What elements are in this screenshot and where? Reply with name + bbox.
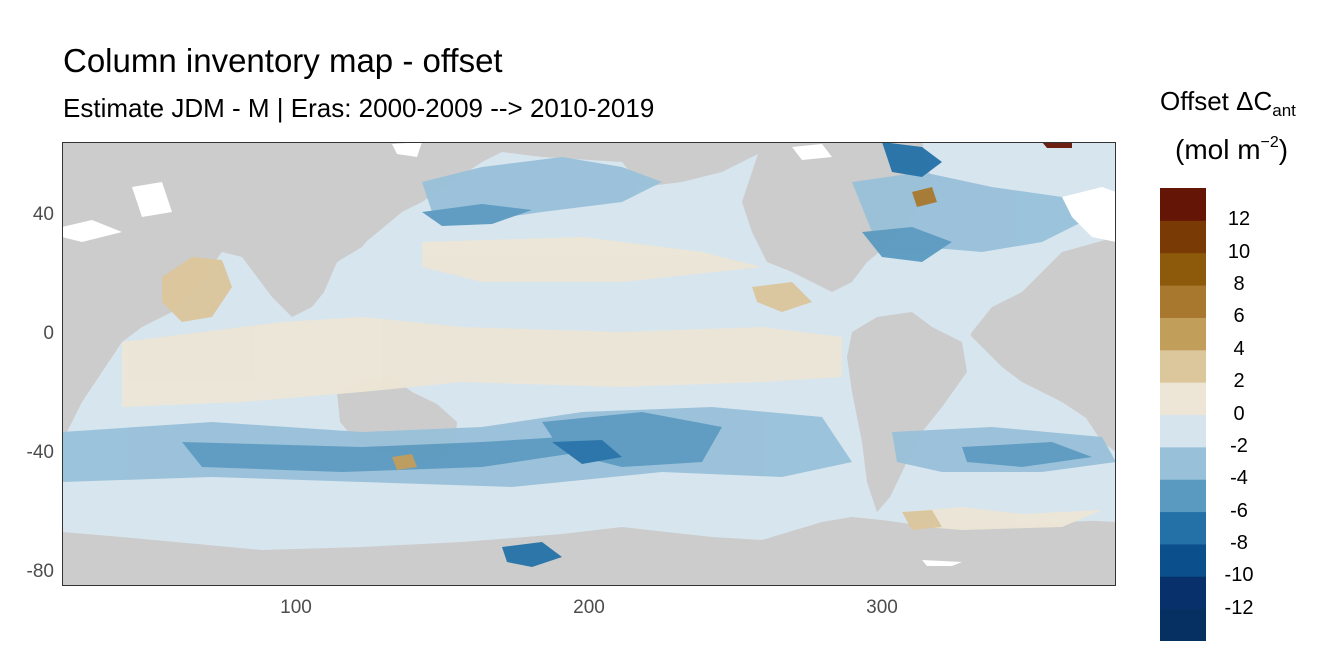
map-subtitle: Estimate JDM - M | Eras: 2000-2009 --> 2… — [63, 93, 655, 123]
legend-bin — [1160, 317, 1206, 351]
negative-offset-patches — [62, 142, 1116, 567]
legend-title: Offset ΔCant — [1160, 86, 1296, 120]
y-tick-label: 40 — [32, 204, 54, 225]
legend-tick-label: 2 — [1233, 370, 1245, 393]
map-svg — [62, 142, 1116, 586]
legend-bin — [1160, 414, 1206, 448]
legend-tick-label: -2 — [1230, 434, 1248, 457]
y-tick-label: -80 — [26, 561, 54, 582]
legend-bin — [1160, 608, 1206, 641]
x-tick-label: 300 — [866, 597, 898, 618]
legend-tick-label: 8 — [1233, 273, 1245, 296]
legend-tick-label: 12 — [1227, 208, 1251, 231]
legend-bin — [1160, 188, 1206, 221]
legend-tick-label: -12 — [1224, 596, 1254, 619]
legend-colorbar — [1160, 188, 1206, 641]
legend-bin — [1160, 349, 1206, 383]
legend-bin — [1160, 252, 1206, 286]
panel-border — [62, 142, 1116, 586]
legend-bin — [1160, 543, 1206, 577]
legend-units: (mol m−2) — [1175, 134, 1289, 165]
legend-tick-label: -6 — [1230, 499, 1248, 522]
legend-tick-label: -8 — [1230, 531, 1248, 554]
legend-bin — [1160, 382, 1206, 415]
y-tick-label: -40 — [26, 442, 54, 463]
positive-offset-patches — [122, 142, 1102, 530]
legend-bin — [1160, 446, 1206, 480]
legend-tick-label: 4 — [1233, 337, 1245, 360]
africa-land — [1042, 257, 1116, 452]
x-tick-label: 200 — [573, 597, 605, 618]
legend-tick-label: 6 — [1233, 305, 1245, 328]
legend-tick-label: -4 — [1230, 467, 1248, 490]
legend-tick-label: -10 — [1224, 564, 1254, 587]
legend-bin — [1160, 576, 1206, 610]
antarctica-land — [62, 532, 1116, 586]
legend-bin — [1160, 220, 1206, 254]
map-title: Column inventory map - offset — [63, 42, 503, 79]
legend-tick-label: 10 — [1227, 240, 1251, 263]
y-tick-label: 0 — [43, 323, 54, 344]
sea-ice-gaps — [62, 142, 1116, 566]
south-america-land — [847, 312, 967, 512]
legend-bin — [1160, 285, 1206, 318]
legend-tick-label: 0 — [1233, 402, 1245, 425]
legend-bin — [1160, 511, 1206, 545]
legend-bin — [1160, 479, 1206, 513]
x-tick-label: 100 — [280, 597, 312, 618]
map-panel — [62, 142, 1116, 586]
